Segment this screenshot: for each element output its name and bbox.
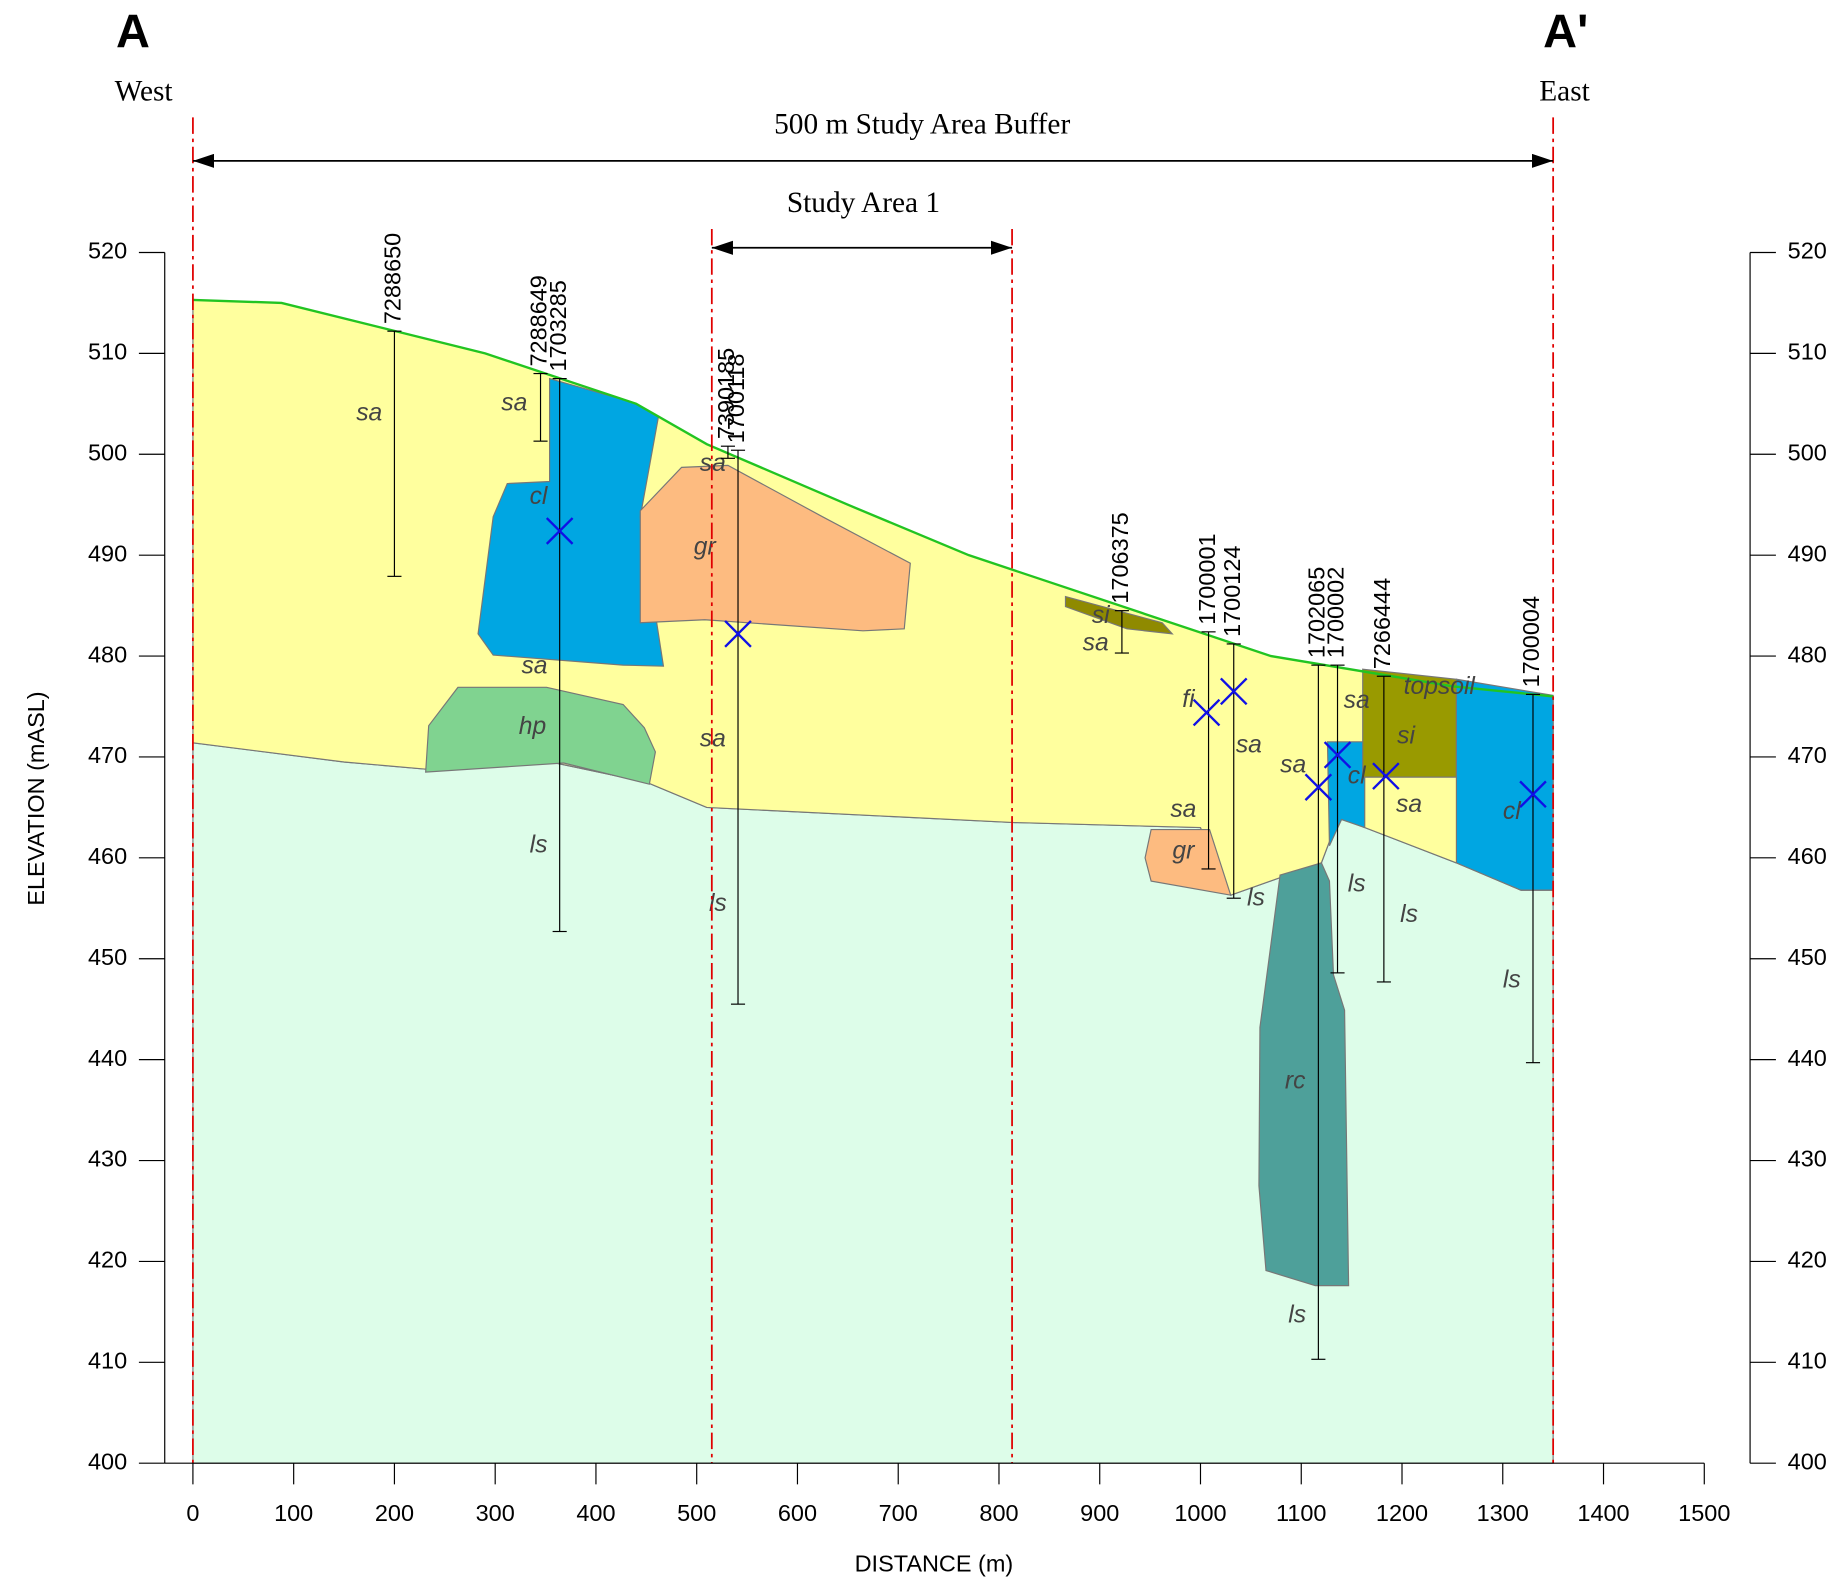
unit-label: ls <box>1348 871 1366 898</box>
unit-label: ls <box>1503 966 1521 993</box>
y-tick-label: 410 <box>1788 1348 1827 1374</box>
y-tick-label: 440 <box>88 1045 127 1071</box>
east-label: East <box>1539 76 1590 108</box>
unit-label: ls <box>1288 1301 1306 1328</box>
y-tick-label: 400 <box>88 1448 127 1474</box>
y-tick-label: 480 <box>1788 641 1827 667</box>
west-label: West <box>115 76 173 108</box>
x-tick-label: 500 <box>677 1500 716 1526</box>
unit-label: ls <box>530 831 548 858</box>
geologic-unit <box>1456 679 1553 890</box>
unit-label: si <box>1397 722 1416 749</box>
unit-label: sa <box>1083 629 1109 656</box>
borehole-id: 1700004 <box>1518 596 1544 687</box>
y-tick-label: 440 <box>1788 1045 1827 1071</box>
x-axis-label: DISTANCE (m) <box>855 1551 1014 1577</box>
unit-label: sa <box>501 389 527 416</box>
borehole-id: 1700001 <box>1194 533 1220 624</box>
y-tick-label: 410 <box>88 1348 127 1374</box>
y-tick-label: 520 <box>88 238 127 264</box>
unit-label: cl <box>1503 798 1522 825</box>
y-tick-label: 480 <box>88 641 127 667</box>
unit-label: topsoil <box>1404 673 1477 700</box>
y-tick-label: 450 <box>88 944 127 970</box>
section-end-marker: A' <box>1543 5 1588 58</box>
borehole-id: 1700118 <box>723 354 749 444</box>
unit-label: sa <box>1236 731 1262 758</box>
y-tick-label: 470 <box>88 742 127 768</box>
x-tick-label: 1100 <box>1276 1500 1326 1526</box>
y-tick-label: 450 <box>1788 944 1827 970</box>
borehole-id: 1703285 <box>545 280 571 371</box>
unit-label: ls <box>1400 901 1418 928</box>
x-tick-label: 1500 <box>1678 1500 1730 1526</box>
unit-label: sa <box>1170 796 1196 823</box>
unit-label: sa <box>1396 791 1422 818</box>
chart-title: 500 m Study Area Buffer <box>774 109 1070 141</box>
unit-label: sa <box>356 399 382 426</box>
y-tick-label: 420 <box>88 1247 127 1273</box>
x-tick-label: 1400 <box>1577 1500 1629 1526</box>
unit-label: sa <box>1280 752 1306 779</box>
y-tick-label: 520 <box>1788 238 1827 264</box>
y-tick-label: 470 <box>1788 742 1827 768</box>
x-tick-label: 400 <box>576 1500 615 1526</box>
unit-label: gr <box>694 534 718 561</box>
y-tick-label: 430 <box>1788 1146 1827 1172</box>
cross-section-chart: A A' West East 500 m Study Area Buffer S… <box>0 0 1842 1583</box>
unit-label: ls <box>1247 885 1265 912</box>
x-tick-label: 1000 <box>1174 1500 1226 1526</box>
chart-subtitle: Study Area 1 <box>787 187 940 219</box>
y-axis-label: ELEVATION (mASL) <box>23 691 49 905</box>
borehole-id: 1700002 <box>1323 567 1349 658</box>
x-tick-label: 600 <box>778 1500 817 1526</box>
x-tick-label: 200 <box>375 1500 414 1526</box>
y-tick-label: 490 <box>88 540 127 566</box>
borehole-id: 7288650 <box>380 233 406 324</box>
unit-label: gr <box>1172 837 1196 864</box>
y-tick-label: 510 <box>88 339 127 365</box>
borehole-id: 1706375 <box>1107 512 1133 603</box>
x-tick-label: 900 <box>1080 1500 1119 1526</box>
unit-label: sa <box>700 450 726 477</box>
y-tick-label: 460 <box>1788 843 1827 869</box>
x-tick-label: 700 <box>879 1500 918 1526</box>
section-start-marker: A <box>116 5 150 58</box>
x-tick-label: 1300 <box>1477 1500 1529 1526</box>
y-tick-label: 490 <box>1788 540 1827 566</box>
unit-label: rc <box>1285 1067 1306 1094</box>
geologic-unit <box>193 743 1553 1463</box>
y-tick-label: 460 <box>88 843 127 869</box>
borehole-id: 7266444 <box>1369 578 1395 669</box>
y-tick-label: 500 <box>1788 439 1827 465</box>
unit-label: sa <box>521 653 547 680</box>
unit-label: cl <box>530 483 549 510</box>
x-tick-label: 800 <box>979 1500 1018 1526</box>
y-tick-label: 500 <box>88 439 127 465</box>
y-tick-label: 510 <box>1788 339 1827 365</box>
x-tick-label: 1200 <box>1376 1500 1428 1526</box>
unit-label: sa <box>700 725 726 752</box>
y-tick-label: 400 <box>1788 1448 1827 1474</box>
x-tick-label: 0 <box>186 1500 199 1526</box>
unit-label: hp <box>519 713 546 740</box>
y-tick-label: 420 <box>1788 1247 1827 1273</box>
y-tick-label: 430 <box>88 1146 127 1172</box>
unit-label: si <box>1092 602 1111 629</box>
x-tick-label: 300 <box>476 1500 515 1526</box>
unit-label: sa <box>1344 687 1370 714</box>
borehole-id: 1700124 <box>1219 546 1245 637</box>
x-tick-label: 100 <box>274 1500 313 1526</box>
